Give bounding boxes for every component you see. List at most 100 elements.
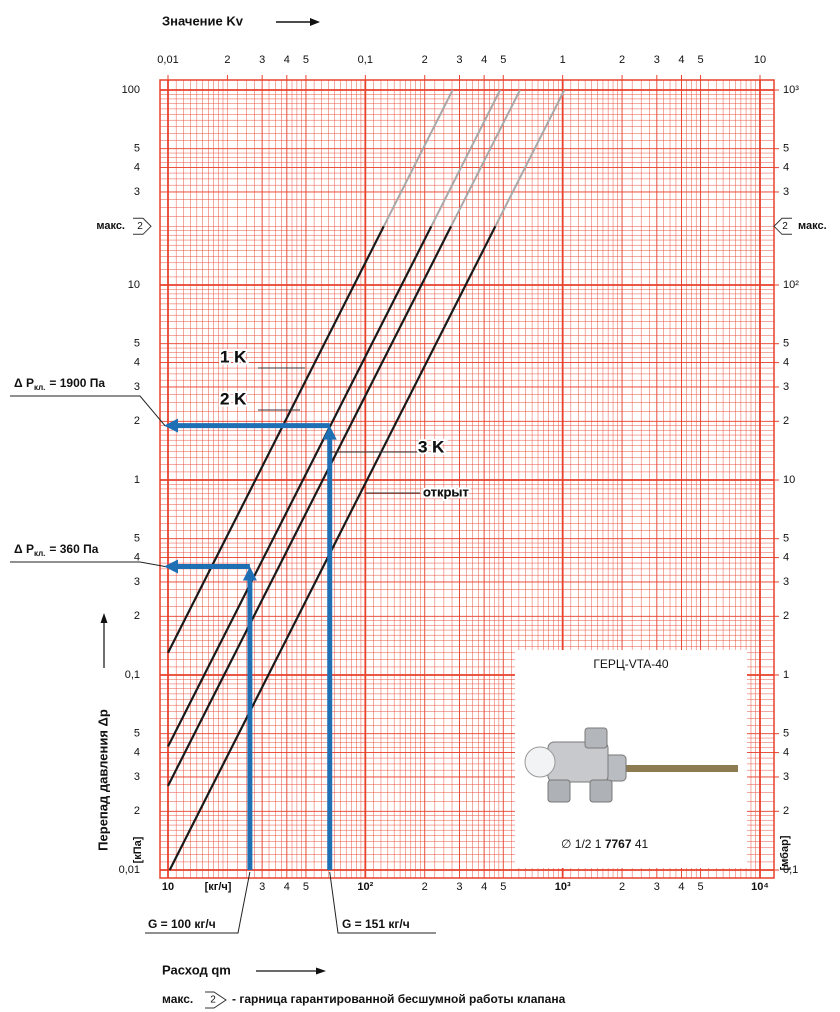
x-tick-label: 10 [162, 881, 174, 893]
x-tick-label: 10² [357, 881, 373, 893]
y2-tick-label: 5 [783, 143, 789, 155]
title-arrowhead [310, 18, 320, 26]
series-label: 1 K [220, 347, 247, 366]
x2-tick-label: 5 [500, 54, 506, 66]
x2-tick-label: 4 [678, 54, 684, 66]
y-tick-label: 5 [134, 143, 140, 155]
x-tick-label: 3 [259, 881, 265, 893]
y-arrowhead [100, 613, 108, 623]
g-annotation: G = 100 кг/ч [148, 917, 216, 931]
dp-annotation: Δ Pкл. = 1900 Па [14, 376, 105, 392]
guide-arrowhead [322, 425, 337, 440]
x2-tick-label: 3 [456, 54, 462, 66]
code-prefix: ∅ 1/2 1 [561, 837, 602, 851]
y2-tick-label: 10² [783, 279, 799, 291]
valve-rod [620, 765, 738, 772]
series-label: 3 K [418, 437, 445, 456]
y2-tick-label: 0,1 [783, 864, 798, 876]
dp-prefix: Δ P [14, 542, 34, 556]
x-tick-label: 10³ [555, 881, 571, 893]
labels: 10 3 4 5 10² 2 3 4 5 10³ 2 3 4 5 10⁴ 0,01 2 3 4 5 0,1 2 3 4 5 1 2 3… [10, 54, 827, 934]
y2-tick-label: 2 [783, 805, 789, 817]
dp-sub: кл. [34, 383, 45, 392]
x-tick-label: 5 [303, 881, 309, 893]
y2-tick-label: 5 [783, 533, 789, 545]
curve-extension [430, 89, 502, 227]
footnote-icon-text: 2 [210, 995, 216, 1006]
curve-extension [494, 89, 566, 227]
x-tick-label: 5 [500, 881, 506, 893]
x-tick-label: 4 [284, 881, 290, 893]
plot-frame [159, 79, 775, 879]
series-label: 3 K [418, 437, 445, 456]
x2-tick-label: 5 [698, 54, 704, 66]
y-tick-label: 4 [134, 162, 140, 174]
curve [167, 225, 433, 747]
curve [168, 225, 497, 871]
dp-annotation: Δ Pкл. = 360 Па [14, 542, 99, 558]
x-tick-label: 10⁴ [751, 881, 769, 893]
x2-tick-label: 4 [284, 54, 290, 66]
series-label: 2 K [220, 389, 247, 408]
y2-tick-label: 5 [783, 338, 789, 350]
curve-extension [450, 89, 521, 227]
y2-tick-label: 3 [783, 186, 789, 198]
x-axis-label: Расход qm [162, 962, 231, 977]
y2-tick-label: 10³ [783, 84, 799, 96]
x-tick-label: 4 [481, 881, 487, 893]
g-leader [145, 871, 251, 934]
y-tick-label: 3 [134, 576, 140, 588]
max-icon [773, 217, 792, 235]
series-label: открыт [423, 484, 469, 499]
inset-title: ГЕРЦ-VTA-40 [593, 657, 668, 671]
y-tick-label: 2 [134, 415, 140, 427]
guide-arrowhead [242, 566, 257, 581]
footnote-text: - гарница гарантированной бесшумной рабо… [232, 992, 566, 1006]
y-tick-label: 5 [134, 728, 140, 740]
dp-rest: = 1900 Па [49, 376, 105, 390]
y2-tick-label: 4 [783, 747, 789, 759]
max-icon-text: 2 [782, 221, 788, 232]
x2-tick-label: 2 [619, 54, 625, 66]
y2-tick-label: 10 [783, 474, 795, 486]
chart-title: Значение Kv [162, 13, 244, 28]
y-tick-label: 0,01 [119, 864, 140, 876]
y2-tick-label: 1 [783, 669, 789, 681]
x2-tick-label: 2 [422, 54, 428, 66]
x-tick-label: 5 [698, 881, 704, 893]
series-label: 2 K [220, 389, 247, 408]
y2-tick-label: 2 [783, 415, 789, 427]
y2-unit: [мбар] [779, 835, 791, 870]
x-tick-label: 2 [422, 881, 428, 893]
dp-prefix: Δ P [14, 376, 34, 390]
x2-tick-label: 2 [224, 54, 230, 66]
x2-tick-label: 10 [754, 54, 766, 66]
valve-top [584, 727, 608, 749]
y-tick-label: 4 [134, 747, 140, 759]
y2-tick-label: 4 [783, 552, 789, 564]
y-tick-label: 4 [134, 357, 140, 369]
guides [164, 418, 337, 870]
g-leader [329, 871, 436, 934]
y2-tick-label: 5 [783, 728, 789, 740]
max-icon-text: 2 [137, 221, 143, 232]
x-tick-label: 3 [654, 881, 660, 893]
y-tick-label: 5 [134, 338, 140, 350]
x2-tick-label: 3 [259, 54, 265, 66]
y-tick-label: 1 [134, 474, 140, 486]
y2-tick-label: 4 [783, 357, 789, 369]
y-tick-label: 0,1 [125, 669, 140, 681]
y-tick-label: 2 [134, 805, 140, 817]
x-tick-label: 3 [456, 881, 462, 893]
dp-leader [10, 561, 166, 568]
valve-port [547, 779, 571, 803]
x2-tick-label: 0,1 [358, 54, 373, 66]
code-suffix: 41 [635, 837, 649, 851]
max-label: макс. [96, 220, 125, 232]
y-tick-label: 5 [134, 533, 140, 545]
y-unit: [кПа] [132, 836, 144, 863]
y2-tick-label: 4 [783, 162, 789, 174]
